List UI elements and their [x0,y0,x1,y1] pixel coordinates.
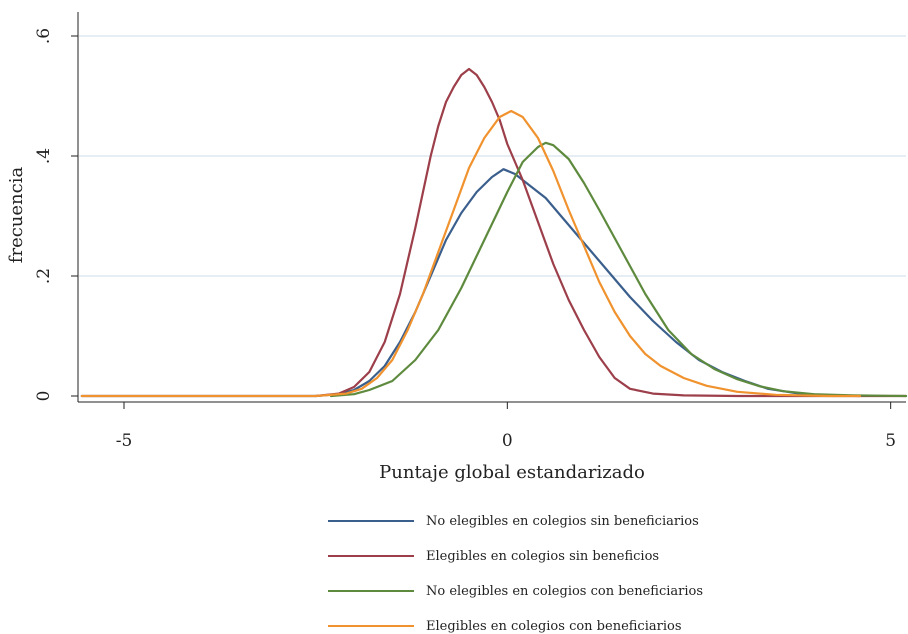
legend-label-2: No elegibles en colegios con beneficiari… [426,584,703,599]
legend-label-0: No elegibles en colegios sin beneficiari… [426,514,699,529]
y-tick-label-3: .6 [34,28,54,44]
axes [77,12,906,403]
legend-label-3: Elegibles en colegios con beneficiarios [426,619,682,634]
series-line-2 [329,141,908,398]
series-line-1 [314,67,908,398]
series-line-3 [80,109,862,398]
legend: No elegibles en colegios sin beneficiari… [328,514,703,634]
series-lines [80,67,908,398]
grid-lines [79,35,906,277]
legend-label-1: Elegibles en colegios sin beneficios [426,549,659,564]
y-tick-label-0: 0 [34,391,54,402]
axis-ticks: 0 .2 .4 .6 -5 0 5 [34,28,896,451]
y-tick-label-2: .4 [34,148,54,164]
x-tick-label-1: 0 [502,431,513,451]
y-axis-title: frecuencia [6,167,27,264]
y-tick-label-1: .2 [34,268,54,284]
x-tick-label-2: 5 [885,431,896,451]
x-axis-title: Puntaje global estandarizado [379,462,645,483]
x-tick-label-0: -5 [116,431,133,451]
